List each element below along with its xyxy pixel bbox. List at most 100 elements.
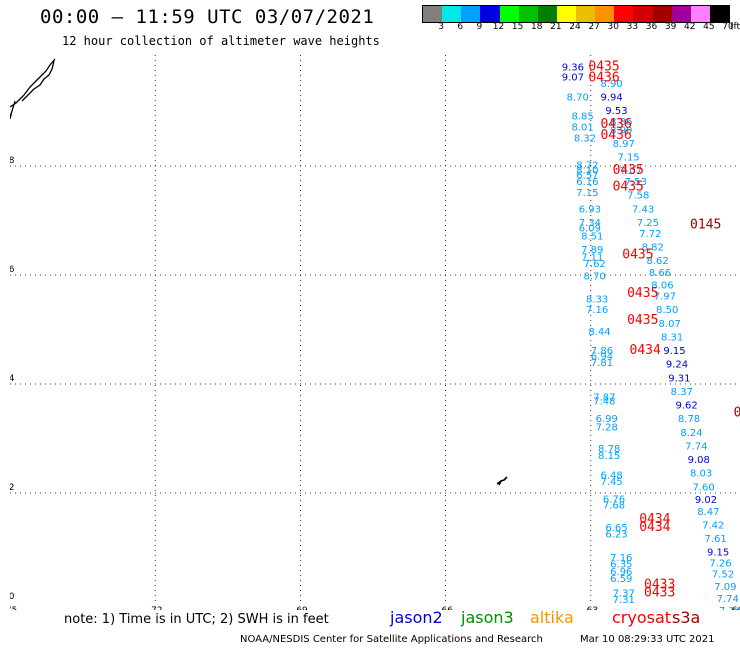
wave-height-value: 8.78 bbox=[598, 444, 620, 455]
legend-label: 45 bbox=[703, 22, 715, 32]
wave-height-value: 8.50 bbox=[656, 305, 678, 316]
wave-height-value: 7.28 bbox=[596, 422, 618, 433]
wave-height-value: 8.82 bbox=[642, 242, 664, 253]
wave-height-value: 8.15 bbox=[598, 451, 620, 462]
wave-height-value: 7.34 bbox=[579, 218, 601, 229]
legend-swatch bbox=[480, 6, 500, 22]
wave-height-value: 6.48 bbox=[600, 470, 622, 481]
wave-height-value: 7.74 bbox=[685, 441, 707, 452]
wave-height-value: 9.15 bbox=[707, 548, 729, 559]
wave-height-value: 7.26 bbox=[709, 559, 731, 570]
wave-height-value: 8.70 bbox=[584, 271, 606, 282]
wave-height-value: 6.76 bbox=[603, 494, 625, 505]
wave-height-value: 9.94 bbox=[600, 93, 622, 104]
wave-height-value: 8.07 bbox=[659, 319, 681, 330]
legend-swatch bbox=[614, 6, 634, 22]
wave-height-value: 7.74 bbox=[717, 594, 739, 605]
wave-height-value: 7.72 bbox=[639, 229, 661, 240]
legend-swatch bbox=[442, 6, 462, 22]
legend-unit: (ft) bbox=[730, 22, 740, 32]
lat-tick-label: 38 bbox=[10, 156, 15, 166]
wave-height-value: 9.53 bbox=[605, 106, 627, 117]
wave-height-value: 8.78 bbox=[678, 414, 700, 425]
wave-height-value: 7.60 bbox=[692, 482, 714, 493]
wave-height-value: 8.37 bbox=[671, 387, 693, 398]
pass-time-label: 0145 bbox=[690, 218, 721, 233]
wave-height-value: 7.43 bbox=[632, 204, 654, 215]
pass-time-label: 0436 bbox=[600, 117, 631, 132]
wave-height-value: 7.68 bbox=[603, 500, 625, 511]
wave-height-value: 6.16 bbox=[576, 177, 598, 188]
wave-height-value: 6.59 bbox=[610, 574, 632, 585]
satellite-legend-s3a: s3a bbox=[672, 608, 701, 627]
lat-tick-label: 36 bbox=[10, 265, 15, 275]
legend-label: 24 bbox=[569, 22, 581, 32]
legend-swatch bbox=[671, 6, 691, 22]
wave-height-value: 8.01 bbox=[571, 123, 593, 134]
wave-height-value: 7.89 bbox=[581, 245, 603, 256]
wave-height-value: 7.97 bbox=[654, 292, 676, 303]
legend-label: 21 bbox=[550, 22, 562, 32]
wave-height-value: 9.62 bbox=[676, 401, 698, 412]
wave-height-value: 9.24 bbox=[666, 360, 688, 371]
legend-swatch bbox=[518, 6, 538, 22]
lat-tick-label: 32 bbox=[10, 483, 14, 493]
wave-height-value: 7.07 bbox=[620, 166, 642, 177]
wave-height-value: 7.48 bbox=[593, 397, 615, 408]
wave-height-value: 8.33 bbox=[586, 294, 608, 305]
pass-time-label: 0436 bbox=[600, 128, 631, 143]
altimeter-map: -75 -72 -69 -66 -63 -60 30 32 34 36 38 40 9.369.07 8.… bbox=[10, 55, 740, 610]
legend-label: 12 bbox=[492, 22, 505, 32]
pass-time-label: 0435 bbox=[627, 313, 658, 328]
wave-height-value: 9.08 bbox=[688, 455, 710, 466]
wave-height-value: 8.66 bbox=[649, 268, 671, 279]
wave-height-value: 7.14 bbox=[719, 606, 740, 610]
pass-time-label: 0434 bbox=[639, 520, 670, 535]
legend-label: 9 bbox=[476, 22, 483, 32]
wave-height-value: 8.86 bbox=[610, 117, 632, 128]
credit-line: NOAA/NESDIS Center for Satellite Applica… bbox=[240, 634, 543, 645]
wave-height-value: 8.90 bbox=[610, 125, 632, 136]
wave-height-value: 7.11 bbox=[581, 252, 603, 263]
wave-height-value: 6.23 bbox=[605, 530, 627, 541]
pass-time-label: 0435 bbox=[613, 180, 644, 195]
legend-swatch bbox=[556, 6, 576, 22]
legend-label: 70 bbox=[722, 22, 734, 32]
wave-height-value: 7.09 bbox=[714, 582, 736, 593]
wave-height-value: 8.47 bbox=[697, 507, 719, 518]
wave-height-value: 9.02 bbox=[695, 495, 717, 506]
wave-height-value: 7.25 bbox=[637, 218, 659, 229]
lat-tick-label: 40 bbox=[10, 55, 15, 57]
legend-swatch bbox=[690, 6, 710, 22]
coastline bbox=[10, 58, 56, 120]
wave-height-value: 6.94 bbox=[591, 351, 613, 362]
wave-height-value: 8.70 bbox=[567, 93, 589, 104]
wave-height-value: 8.10 bbox=[576, 166, 598, 177]
pass-time-label: 0435 bbox=[622, 248, 653, 263]
pass-time-label: 0435 bbox=[613, 163, 644, 178]
wave-height-value: 7.81 bbox=[591, 358, 613, 369]
legend-label: 6 bbox=[457, 22, 464, 32]
generated-timestamp: Mar 10 08:29:33 UTC 2021 bbox=[580, 634, 715, 645]
wave-height-value: 8.90 bbox=[600, 79, 622, 90]
legend-label: 33 bbox=[626, 22, 639, 32]
wave-height-value: 8.44 bbox=[588, 327, 610, 338]
wave-height-value: 9.15 bbox=[663, 346, 685, 357]
wave-height-value: 7.42 bbox=[702, 520, 724, 531]
legend-swatch bbox=[537, 6, 557, 22]
legend-swatch bbox=[709, 6, 729, 22]
wave-height-value: 8.31 bbox=[661, 332, 683, 343]
satellite-legend-jason3: jason3 bbox=[461, 608, 514, 627]
lon-tick-label: -75 bbox=[10, 606, 17, 610]
lat-tick-label: 30 bbox=[10, 592, 15, 602]
wave-height-value: 7.16 bbox=[586, 305, 608, 316]
lon-tick-label: -72 bbox=[148, 606, 163, 610]
pass-time-label: 0434 bbox=[630, 343, 661, 358]
lon-tick-label: -60 bbox=[729, 606, 740, 610]
legend-label: 3 bbox=[438, 22, 444, 32]
legend-swatch bbox=[633, 6, 653, 22]
color-scale-labels: 3 6 9 12 15 18 21 24 27 30 33 36 39 42 45 70 bbox=[422, 22, 733, 34]
legend-label: 18 bbox=[531, 22, 543, 32]
wave-height-value: 7.61 bbox=[705, 534, 727, 545]
wave-height-value: 8.06 bbox=[651, 281, 673, 292]
